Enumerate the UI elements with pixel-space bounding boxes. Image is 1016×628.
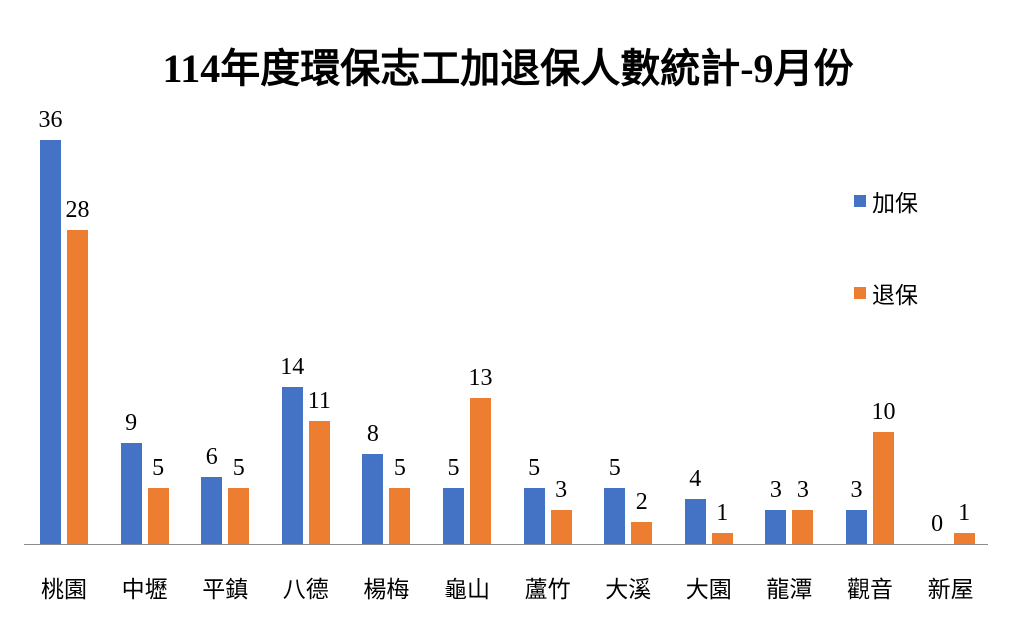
x-axis-category-label: 觀音 (847, 577, 893, 603)
data-label: 5 (393, 454, 406, 481)
legend-item-withdraw: 退保 (854, 276, 918, 310)
data-label: 14 (280, 353, 305, 380)
data-label: 28 (65, 196, 90, 223)
data-label: 8 (366, 421, 379, 448)
bar-withdraw (308, 420, 330, 544)
x-axis-category-label: 桃園 (41, 577, 87, 603)
x-axis-line (24, 544, 988, 545)
data-label: 13 (468, 365, 493, 392)
data-label: 36 (38, 107, 63, 133)
data-label: 5 (528, 454, 541, 481)
bar-withdraw (228, 487, 250, 544)
bar-enroll (281, 386, 303, 544)
data-label: 3 (796, 477, 809, 504)
bar-enroll (684, 499, 706, 544)
x-axis-category-label: 蘆竹 (524, 577, 571, 603)
bar-withdraw (470, 398, 491, 544)
x-axis-category-label: 大溪 (605, 577, 652, 603)
legend-item-enroll: 加保 (854, 184, 918, 218)
bar-enroll (443, 487, 464, 544)
x-axis-category-label: 八德 (282, 577, 329, 603)
data-label: 9 (125, 410, 138, 436)
data-label: 10 (871, 398, 896, 425)
legend-label: 加保 (872, 191, 918, 217)
legend-label: 退保 (872, 283, 918, 309)
bar-enroll (523, 487, 545, 544)
data-label: 3 (555, 477, 568, 504)
bar-enroll (362, 454, 384, 544)
x-axis-category-label: 平鎮 (202, 577, 249, 603)
chart-title: 114年度環保志工加退保人數統計-9月份 (162, 46, 854, 91)
data-label: 11 (307, 387, 331, 414)
legend-swatch-orange (854, 287, 866, 299)
x-axis-category-label: 楊梅 (363, 577, 410, 603)
bar-withdraw (792, 510, 814, 544)
bar-withdraw (147, 487, 169, 544)
bar-withdraw (711, 532, 733, 544)
data-label: 6 (205, 443, 218, 470)
data-label: 1 (716, 499, 729, 526)
bar-enroll (120, 443, 142, 544)
x-axis-category-label: 中壢 (121, 577, 168, 603)
data-label: 5 (447, 454, 460, 481)
data-label: 0 (931, 511, 944, 537)
data-label: 2 (635, 488, 648, 515)
x-axis-category-label: 大園 (685, 577, 732, 603)
data-label: 3 (769, 477, 782, 504)
data-label: 4 (689, 466, 702, 493)
data-label: 5 (232, 454, 245, 481)
bar-enroll (40, 140, 61, 544)
bar-withdraw (389, 487, 411, 544)
data-label: 5 (608, 454, 621, 481)
x-axis-category-label: 新屋 (927, 577, 974, 603)
x-axis-category-label: 龜山 (444, 577, 490, 603)
bar-enroll (765, 510, 787, 544)
bar-enroll (201, 476, 223, 544)
data-label: 5 (152, 454, 165, 481)
bar-withdraw (67, 229, 88, 544)
bar-withdraw (550, 510, 572, 544)
bar-enroll (604, 487, 626, 544)
x-axis-category-label: 龍潭 (766, 577, 813, 603)
bar-withdraw (873, 431, 894, 544)
legend-swatch-blue (854, 195, 866, 207)
data-label: 3 (850, 477, 863, 504)
data-label: 1 (958, 499, 971, 526)
bar-withdraw (631, 521, 653, 544)
bar-withdraw (953, 532, 975, 544)
bar-enroll (846, 510, 867, 544)
